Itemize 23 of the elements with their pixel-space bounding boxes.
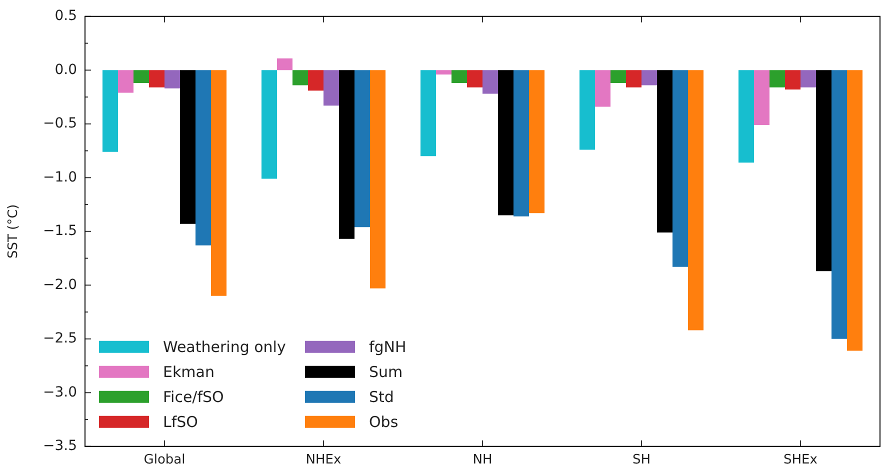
y-tick-label: 0.0	[54, 62, 77, 78]
x-tick-label: SH	[632, 452, 651, 468]
y-tick-label: −1.5	[43, 223, 77, 240]
legend-label: fgNH	[369, 338, 406, 356]
legend-label: Weathering only	[163, 338, 286, 356]
y-axis-title: SST (°C)	[6, 204, 22, 259]
x-tick-label: Global	[144, 452, 186, 468]
y-tick-label: −2.5	[43, 330, 77, 347]
y-tick-label: −3.5	[43, 438, 77, 454]
y-tick-label: −0.5	[43, 116, 77, 132]
legend-label: Obs	[369, 412, 398, 431]
x-tick-label: NH	[472, 452, 492, 468]
legend-label: Sum	[369, 362, 403, 381]
x-tick-label: NHEx	[306, 452, 342, 468]
y-tick-label: 0.5	[54, 8, 77, 24]
legend-label: LfSO	[163, 412, 198, 431]
legend-label: Ekman	[163, 362, 214, 381]
x-tick-label: SHEx	[784, 452, 818, 468]
y-tick-label: −1.0	[43, 169, 77, 186]
legend-label: Fice/fSO	[163, 388, 224, 406]
legend-label: Std	[369, 388, 394, 406]
y-tick-label: −3.0	[43, 384, 77, 400]
y-tick-label: −2.0	[43, 276, 77, 293]
